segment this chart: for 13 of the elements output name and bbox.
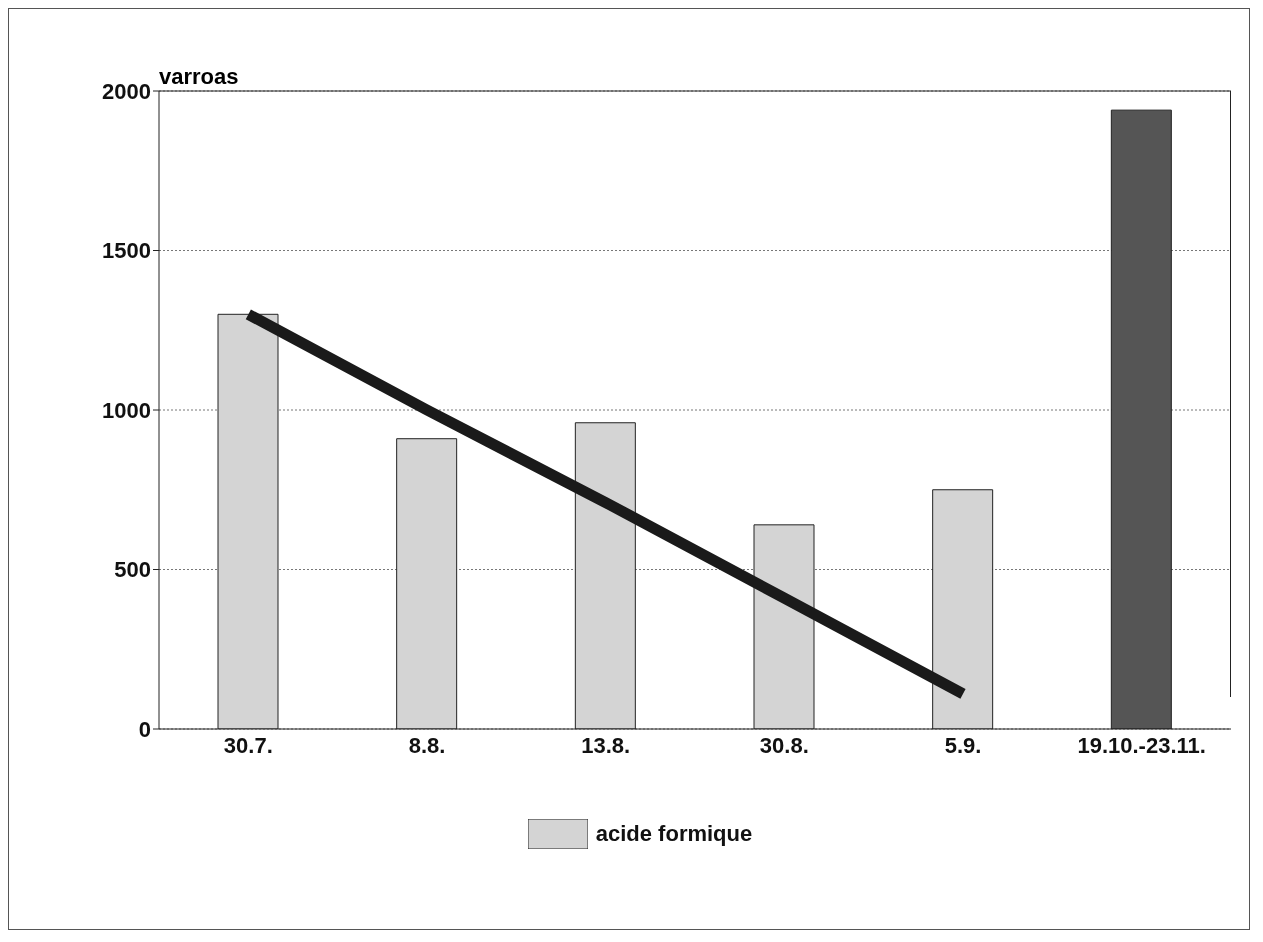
x-tick-label: 19.10.-23.11.: [1077, 732, 1206, 758]
y-tick-label: 500: [114, 557, 151, 583]
x-tick-label: 13.8.: [581, 732, 631, 758]
y-tick-label: 0: [138, 716, 151, 742]
y-tick-label: 1500: [102, 238, 151, 264]
legend-label: acide formique: [595, 821, 753, 847]
x-tick-label: 30.7.: [223, 732, 273, 758]
y-axis-title: varroas: [159, 64, 239, 90]
y-tick-label: 2000: [102, 78, 151, 104]
x-tick-label: 8.8.: [408, 732, 446, 758]
x-tick-label: 5.9.: [944, 732, 982, 758]
x-tick-label: 30.8.: [759, 732, 809, 758]
y-tick-label: 1000: [102, 397, 151, 423]
